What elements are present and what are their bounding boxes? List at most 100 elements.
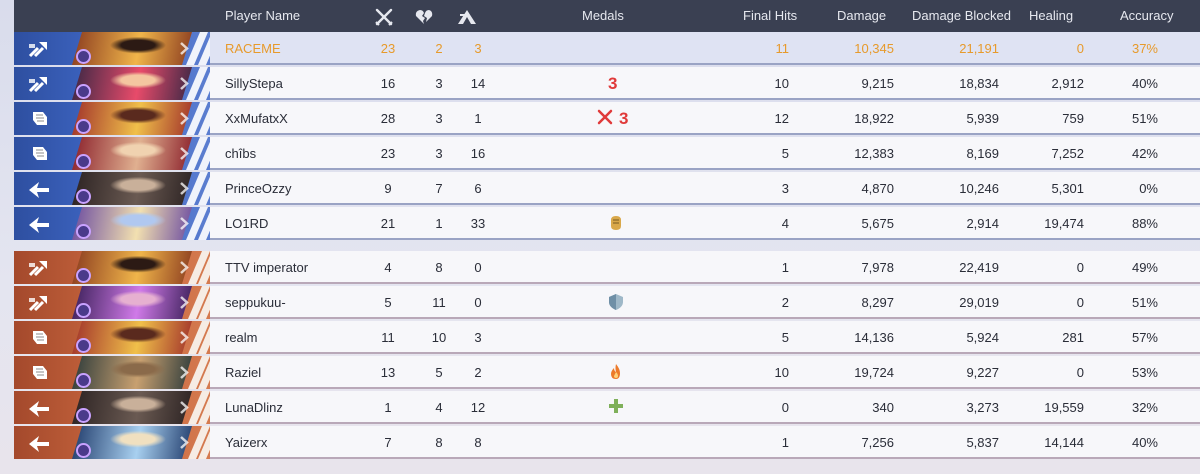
chevron-right-icon[interactable] <box>177 216 191 231</box>
player-row[interactable]: XxMufatxX 28 3 1 12 18,922 5,939 759 51% 3 <box>14 102 1200 135</box>
player-name[interactable]: XxMufatxX <box>225 111 288 126</box>
fist-medal-icon[interactable] <box>608 214 624 232</box>
hero-portrait[interactable] <box>14 356 210 389</box>
chevron-right-icon[interactable] <box>177 111 191 126</box>
rank-badge-icon <box>76 154 91 169</box>
hero-portrait[interactable] <box>14 286 210 319</box>
hero-face-image <box>72 67 192 100</box>
chevron-right-icon[interactable] <box>177 330 191 345</box>
accuracy-header: Accuracy <box>1120 8 1174 23</box>
svg-text:3: 3 <box>608 74 617 92</box>
deaths-value: 1 <box>435 216 443 231</box>
swords-medal-icon[interactable] <box>597 109 613 127</box>
flame-medal-icon[interactable] <box>608 363 624 381</box>
assists-value: 3 <box>474 41 482 56</box>
damage-blocked-value: 22,419 <box>959 260 999 275</box>
shield-medal-icon[interactable] <box>608 293 624 311</box>
player-name[interactable]: realm <box>225 330 258 345</box>
player-name[interactable]: LunaDlinz <box>225 400 283 415</box>
assists-value: 1 <box>474 111 482 126</box>
hero-face-image <box>72 207 192 240</box>
player-row[interactable]: RACEME 23 2 3 11 10,345 21,191 0 37% <box>14 32 1200 65</box>
player-name[interactable]: Raziel <box>225 365 262 380</box>
damage-blocked-value: 5,924 <box>966 330 999 345</box>
hero-portrait[interactable] <box>14 137 210 170</box>
player-row[interactable]: LO1RD 21 1 33 4 5,675 2,914 19,474 88% <box>14 207 1200 240</box>
player-row[interactable]: realm 11 10 3 5 14,136 5,924 281 57% <box>14 321 1200 354</box>
hero-portrait[interactable] <box>14 251 210 284</box>
assists-value: 0 <box>474 295 482 310</box>
healing-value: 0 <box>1076 41 1084 56</box>
player-row[interactable]: chîbs 23 3 16 5 12,383 8,169 7,252 42% <box>14 137 1200 170</box>
player-name[interactable]: PrinceOzzy <box>225 181 292 196</box>
scoreboard: Player Name Medals Final Hits Damage Dam… <box>14 0 1200 474</box>
final-hits-value: 10 <box>774 365 789 380</box>
damage-value: 19,724 <box>854 365 894 380</box>
deaths-value: 3 <box>435 111 443 126</box>
deaths-value: 5 <box>435 365 443 380</box>
player-name[interactable]: RACEME <box>225 41 281 56</box>
player-name[interactable]: TTV imperator <box>225 260 309 275</box>
final-hits-value: 5 <box>781 330 789 345</box>
hero-portrait[interactable] <box>14 32 210 65</box>
deaths-value: 11 <box>432 295 446 310</box>
accuracy-value: 53% <box>1131 365 1158 380</box>
final-hits-value: 3 <box>781 181 789 196</box>
player-name[interactable]: LO1RD <box>225 216 269 231</box>
damage-value: 4,870 <box>861 181 894 196</box>
chevron-right-icon[interactable] <box>177 146 191 161</box>
assists-value: 16 <box>470 146 486 161</box>
hero-face-image <box>72 426 192 459</box>
player-row[interactable]: seppukuu- 5 11 0 2 8,297 29,019 0 51% <box>14 286 1200 319</box>
final-hits-value: 10 <box>774 76 789 91</box>
hero-portrait[interactable] <box>14 391 210 424</box>
healing-value: 0 <box>1076 260 1084 275</box>
player-row[interactable]: Raziel 13 5 2 10 19,724 9,227 0 53% <box>14 356 1200 389</box>
deaths-value: 3 <box>435 146 443 161</box>
rank-badge-icon <box>76 373 91 388</box>
final-hits-value: 1 <box>781 435 789 450</box>
player-row[interactable]: TTV imperator 4 8 0 1 7,978 22,419 0 49% <box>14 251 1200 284</box>
3-medal-icon[interactable]: 3 <box>608 74 624 92</box>
hero-portrait[interactable] <box>14 321 210 354</box>
player-row[interactable]: LunaDlinz 1 4 12 0 340 3,273 19,559 32% <box>14 391 1200 424</box>
vanguard-icon <box>28 77 47 93</box>
hero-portrait[interactable] <box>14 207 210 240</box>
rank-badge-icon <box>76 49 91 64</box>
player-row[interactable]: PrinceOzzy 9 7 6 3 4,870 10,246 5,301 0% <box>14 172 1200 205</box>
player-name[interactable]: chîbs <box>225 146 257 161</box>
hero-portrait[interactable] <box>14 102 210 135</box>
3-medal-icon[interactable]: 3 <box>619 109 635 127</box>
player-name[interactable]: seppukuu- <box>225 295 286 310</box>
damage-value: 18,922 <box>854 111 894 126</box>
chevron-right-icon[interactable] <box>177 181 191 196</box>
player-name[interactable]: Yaizerx <box>225 435 268 450</box>
damage-blocked-value: 29,019 <box>959 295 999 310</box>
chevron-right-icon[interactable] <box>177 435 191 450</box>
hero-portrait[interactable] <box>14 172 210 205</box>
hero-portrait[interactable] <box>14 426 210 459</box>
assists-value: 12 <box>470 400 486 415</box>
deaths-header <box>414 0 434 32</box>
healing-value: 0 <box>1076 295 1084 310</box>
chevron-right-icon[interactable] <box>177 260 191 275</box>
player-row[interactable]: SillyStepa 16 3 14 10 9,215 18,834 2,912 40% 3 <box>14 67 1200 100</box>
scoreboard-header: Player Name Medals Final Hits Damage Dam… <box>14 0 1200 32</box>
cross-medal-icon[interactable] <box>608 398 624 416</box>
duelist-icon <box>33 112 47 125</box>
chevron-right-icon[interactable] <box>177 400 191 415</box>
chevron-right-icon[interactable] <box>177 76 191 91</box>
broken-heart-icon <box>415 9 433 24</box>
rank-badge-icon <box>76 408 91 423</box>
hero-face-image <box>72 172 192 205</box>
accuracy-value: 0% <box>1139 181 1158 196</box>
hero-portrait[interactable] <box>14 67 210 100</box>
healing-value: 19,559 <box>1044 400 1084 415</box>
assists-value: 33 <box>470 216 486 231</box>
chevron-right-icon[interactable] <box>177 365 191 380</box>
chevron-right-icon[interactable] <box>177 295 191 310</box>
player-name[interactable]: SillyStepa <box>225 76 283 91</box>
player-row[interactable]: Yaizerx 7 8 8 1 7,256 5,837 14,144 40% <box>14 426 1200 459</box>
kills-value: 4 <box>384 260 392 275</box>
chevron-right-icon[interactable] <box>177 41 191 56</box>
